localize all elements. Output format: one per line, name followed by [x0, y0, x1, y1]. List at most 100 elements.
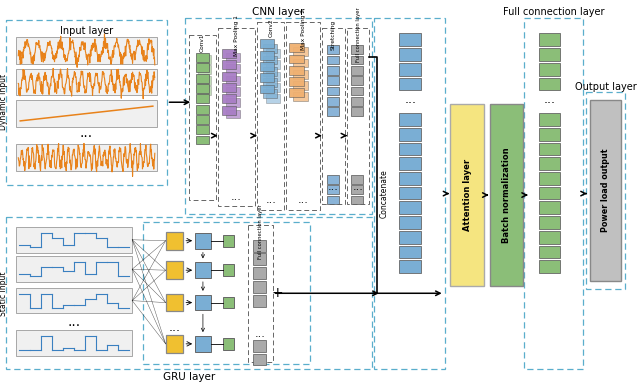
- Text: +: +: [272, 286, 284, 300]
- Bar: [399, 201, 421, 214]
- Bar: [248, 225, 273, 362]
- Text: Conv2: Conv2: [268, 18, 273, 37]
- Bar: [223, 297, 234, 308]
- Bar: [326, 76, 339, 85]
- Bar: [16, 256, 132, 282]
- Bar: [196, 84, 209, 93]
- Text: ...: ...: [168, 320, 180, 334]
- Bar: [166, 262, 183, 279]
- Bar: [348, 28, 369, 204]
- Text: Output layer: Output layer: [575, 81, 637, 92]
- Bar: [253, 281, 266, 293]
- Text: ...: ...: [353, 182, 364, 192]
- Bar: [195, 295, 211, 310]
- Bar: [16, 100, 157, 127]
- Bar: [322, 28, 346, 204]
- Bar: [539, 216, 561, 229]
- Text: Dynamic input: Dynamic input: [0, 74, 8, 130]
- Bar: [253, 253, 266, 265]
- Bar: [196, 115, 209, 124]
- Bar: [539, 231, 561, 244]
- Bar: [374, 18, 445, 369]
- Bar: [143, 222, 310, 364]
- Bar: [539, 78, 561, 90]
- Bar: [399, 187, 421, 199]
- Bar: [539, 63, 561, 76]
- Bar: [399, 216, 421, 229]
- Bar: [351, 185, 363, 194]
- Bar: [225, 76, 240, 85]
- Bar: [326, 55, 339, 64]
- Bar: [266, 94, 280, 103]
- Text: ...: ...: [68, 315, 81, 329]
- Bar: [196, 136, 209, 144]
- Bar: [196, 63, 209, 72]
- Bar: [260, 39, 274, 48]
- Bar: [326, 87, 339, 95]
- Bar: [253, 340, 266, 352]
- Bar: [198, 76, 211, 85]
- Text: ...: ...: [255, 329, 266, 339]
- Bar: [196, 53, 209, 62]
- Text: Stretching: Stretching: [331, 19, 336, 50]
- Bar: [289, 77, 304, 86]
- Bar: [351, 196, 363, 204]
- Bar: [195, 233, 211, 249]
- Bar: [289, 88, 304, 97]
- Bar: [539, 142, 561, 155]
- Bar: [399, 33, 421, 46]
- Bar: [490, 104, 523, 286]
- Bar: [196, 105, 209, 114]
- Bar: [524, 18, 583, 369]
- Bar: [399, 142, 421, 155]
- Text: ...: ...: [298, 196, 308, 206]
- Bar: [539, 260, 561, 273]
- Text: Input layer: Input layer: [60, 26, 113, 36]
- Bar: [195, 336, 211, 352]
- Bar: [293, 81, 308, 90]
- Text: GRU layer: GRU layer: [163, 372, 215, 382]
- Bar: [399, 231, 421, 244]
- Bar: [399, 172, 421, 185]
- Bar: [263, 44, 276, 53]
- Bar: [198, 86, 211, 95]
- Bar: [263, 78, 276, 87]
- Bar: [195, 262, 211, 278]
- Bar: [260, 51, 274, 59]
- Bar: [16, 37, 157, 64]
- Bar: [293, 47, 308, 56]
- Text: CNN layer: CNN layer: [252, 7, 305, 17]
- Bar: [399, 157, 421, 170]
- Bar: [326, 196, 339, 204]
- Bar: [225, 109, 240, 118]
- Bar: [218, 28, 255, 206]
- Bar: [198, 66, 211, 74]
- Bar: [221, 94, 236, 103]
- Bar: [253, 354, 266, 365]
- Text: ...: ...: [265, 196, 276, 206]
- Bar: [198, 55, 211, 64]
- Bar: [351, 107, 363, 116]
- Bar: [266, 72, 280, 81]
- Bar: [399, 63, 421, 76]
- Bar: [263, 67, 276, 76]
- Bar: [539, 157, 561, 170]
- Bar: [287, 22, 320, 210]
- Bar: [189, 35, 216, 201]
- Bar: [293, 59, 308, 68]
- Bar: [196, 125, 209, 134]
- Bar: [351, 76, 363, 85]
- Bar: [166, 232, 183, 249]
- Text: ...: ...: [231, 192, 242, 201]
- Bar: [221, 49, 236, 58]
- Text: Static input: Static input: [0, 271, 8, 315]
- Bar: [260, 62, 274, 71]
- Text: Power load output: Power load output: [601, 149, 610, 232]
- Bar: [225, 98, 240, 107]
- Bar: [539, 172, 561, 185]
- Bar: [399, 48, 421, 61]
- Text: ...: ...: [80, 126, 93, 140]
- Bar: [326, 45, 339, 54]
- Bar: [196, 94, 209, 103]
- Bar: [260, 85, 274, 94]
